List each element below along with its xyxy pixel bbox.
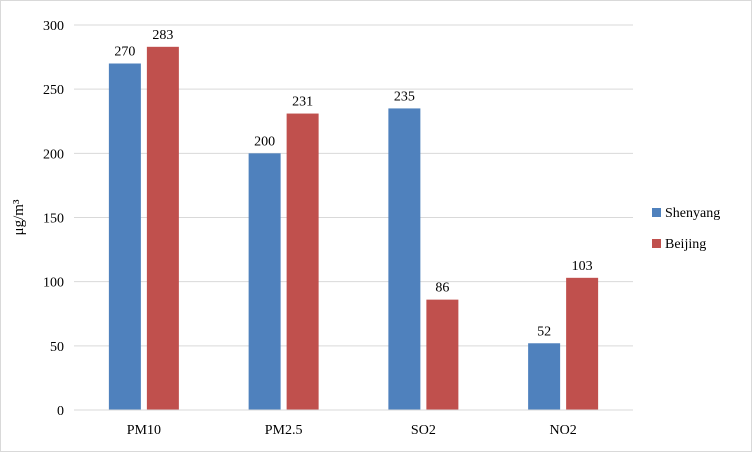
y-tick-label: 100 xyxy=(43,276,64,291)
y-axis-title: μg/m³ xyxy=(11,199,27,235)
x-category-label: PM10 xyxy=(127,423,161,438)
legend-label: Shenyang xyxy=(665,206,720,221)
data-label: 52 xyxy=(537,324,551,339)
x-category-label: SO2 xyxy=(411,423,436,438)
bar-beijing xyxy=(286,113,319,411)
bar-shenyang xyxy=(248,153,281,411)
y-tick-label: 200 xyxy=(43,147,64,162)
data-label: 235 xyxy=(394,89,415,104)
data-label: 231 xyxy=(292,95,313,110)
x-category-label: PM2.5 xyxy=(265,423,303,438)
bar-beijing xyxy=(566,277,599,410)
y-tick-label: 0 xyxy=(57,404,64,419)
x-axis-categories: PM10 PM2.5 SO2 NO2 xyxy=(127,423,577,438)
bar-shenyang xyxy=(528,343,561,410)
y-tick-label: 150 xyxy=(43,212,64,227)
y-tick-label: 50 xyxy=(50,340,64,355)
y-tick-label: 300 xyxy=(43,19,64,34)
legend-label: Beijing xyxy=(665,237,706,252)
data-label: 283 xyxy=(152,28,173,43)
bar-beijing xyxy=(146,46,179,411)
data-label: 86 xyxy=(435,281,449,296)
bar-beijing xyxy=(426,299,459,410)
data-label: 103 xyxy=(572,259,593,274)
x-category-label: NO2 xyxy=(550,423,577,438)
legend-swatch-beijing xyxy=(652,239,661,248)
legend-swatch-shenyang xyxy=(652,208,661,217)
bar-shenyang xyxy=(108,63,141,410)
data-label: 270 xyxy=(114,45,135,60)
y-axis-ticks: 0 50 100 150 200 250 300 xyxy=(43,19,64,419)
legend: Shenyang Beijing xyxy=(652,206,720,252)
data-label: 200 xyxy=(254,134,275,149)
y-tick-label: 250 xyxy=(43,83,64,98)
data-labels: 270 283 200 231 235 86 52 103 xyxy=(114,28,592,339)
bars xyxy=(108,46,599,411)
bar-shenyang xyxy=(388,108,421,411)
